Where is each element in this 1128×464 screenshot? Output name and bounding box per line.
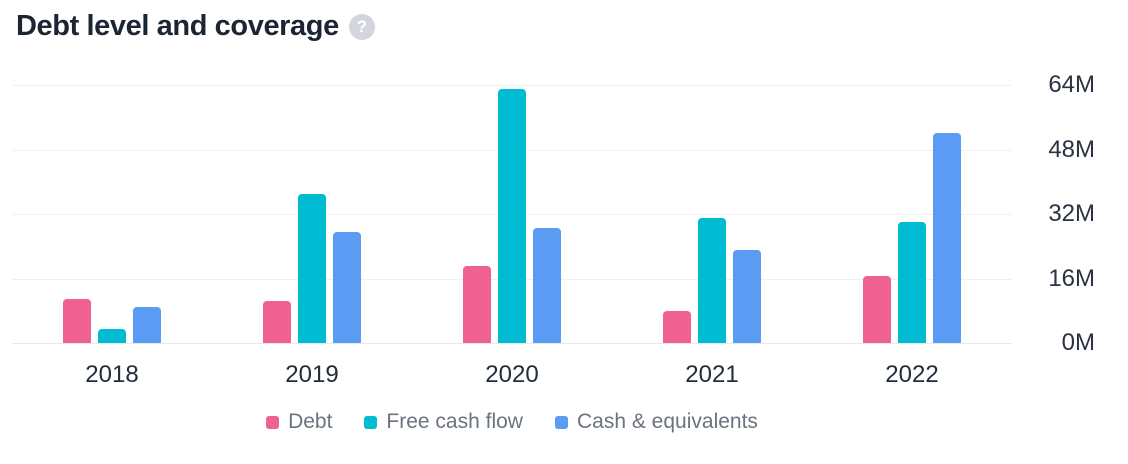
legend-label: Cash & equivalents: [576, 410, 758, 433]
bar-debt-2021[interactable]: [663, 310, 691, 343]
y-axis-tick-label: 48M: [1048, 135, 1095, 163]
x-axis-tick-label-2022: 2022: [885, 361, 939, 388]
legend-item-debt[interactable]: Debt: [266, 410, 332, 434]
legend-item-free-cash-flow[interactable]: Free cash flow: [364, 410, 523, 434]
gridline-0M: [12, 343, 1012, 344]
help-icon[interactable]: ?: [348, 13, 375, 40]
page-title: Debt level and coverage: [16, 10, 339, 42]
bar-cash-equivalents-2022[interactable]: [933, 133, 961, 343]
legend-label: Free cash flow: [386, 410, 523, 433]
bar-debt-2022[interactable]: [863, 276, 891, 343]
bar-cash-equivalents-2019[interactable]: [333, 232, 361, 343]
bar-free-cash-flow-2019[interactable]: [298, 193, 326, 343]
y-axis-tick-label: 16M: [1048, 264, 1095, 292]
bar-free-cash-flow-2021[interactable]: [698, 218, 726, 343]
gridline-64M: [12, 85, 1012, 86]
y-axis-tick-label: 0M: [1061, 329, 1095, 356]
bar-free-cash-flow-2020[interactable]: [498, 89, 526, 343]
y-axis-tick-label: 32M: [1048, 200, 1095, 227]
x-axis-tick-label-2020: 2020: [485, 361, 539, 388]
bar-cash-equivalents-2018[interactable]: [133, 306, 161, 343]
bar-cash-equivalents-2021[interactable]: [733, 250, 761, 343]
bar-debt-2019[interactable]: [263, 300, 291, 343]
bar-free-cash-flow-2018[interactable]: [98, 328, 126, 343]
bar-cash-equivalents-2020[interactable]: [533, 228, 561, 343]
bar-free-cash-flow-2022[interactable]: [898, 222, 926, 343]
chart-legend: Debt Free cash flow Cash & equivalents: [12, 410, 1012, 434]
legend-swatch-icon: [554, 415, 568, 429]
x-axis-tick-label-2018: 2018: [85, 361, 139, 388]
chart-header: Debt level and coverage ?: [16, 10, 375, 43]
legend-label: Debt: [288, 410, 333, 433]
x-axis-tick-label-2021: 2021: [685, 361, 739, 388]
legend-item-cash-equivalents[interactable]: Cash & equivalents: [554, 410, 758, 434]
y-axis-tick-label: 64M: [1048, 71, 1095, 98]
bar-debt-2018[interactable]: [63, 298, 91, 343]
x-axis-tick-label-2019: 2019: [285, 361, 339, 388]
bar-debt-2020[interactable]: [463, 266, 491, 343]
legend-swatch-icon: [364, 415, 378, 429]
legend-swatch-icon: [266, 415, 280, 429]
